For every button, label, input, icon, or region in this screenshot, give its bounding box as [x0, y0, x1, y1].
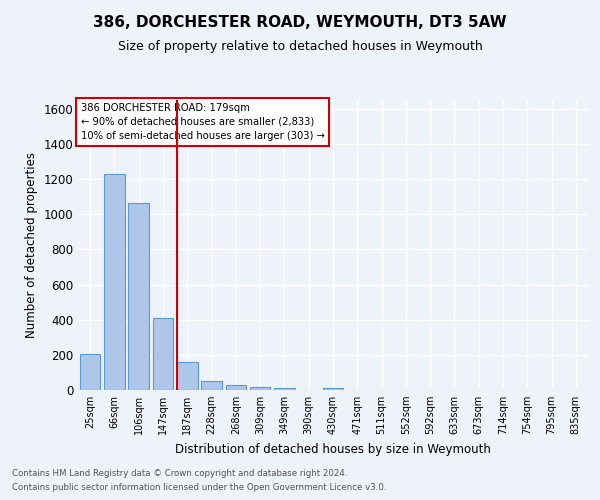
Bar — [274, 388, 295, 390]
Bar — [128, 203, 149, 390]
Bar — [250, 387, 271, 390]
Text: Contains HM Land Registry data © Crown copyright and database right 2024.: Contains HM Land Registry data © Crown c… — [12, 468, 347, 477]
Bar — [323, 388, 343, 390]
Y-axis label: Number of detached properties: Number of detached properties — [25, 152, 38, 338]
Text: Size of property relative to detached houses in Weymouth: Size of property relative to detached ho… — [118, 40, 482, 53]
X-axis label: Distribution of detached houses by size in Weymouth: Distribution of detached houses by size … — [175, 442, 491, 456]
Bar — [80, 354, 100, 390]
Bar — [226, 386, 246, 390]
Text: Contains public sector information licensed under the Open Government Licence v3: Contains public sector information licen… — [12, 484, 386, 492]
Text: 386 DORCHESTER ROAD: 179sqm
← 90% of detached houses are smaller (2,833)
10% of : 386 DORCHESTER ROAD: 179sqm ← 90% of det… — [80, 103, 325, 141]
Bar — [152, 318, 173, 390]
Bar — [201, 381, 222, 390]
Bar — [177, 362, 197, 390]
Bar — [104, 174, 125, 390]
Text: 386, DORCHESTER ROAD, WEYMOUTH, DT3 5AW: 386, DORCHESTER ROAD, WEYMOUTH, DT3 5AW — [93, 15, 507, 30]
